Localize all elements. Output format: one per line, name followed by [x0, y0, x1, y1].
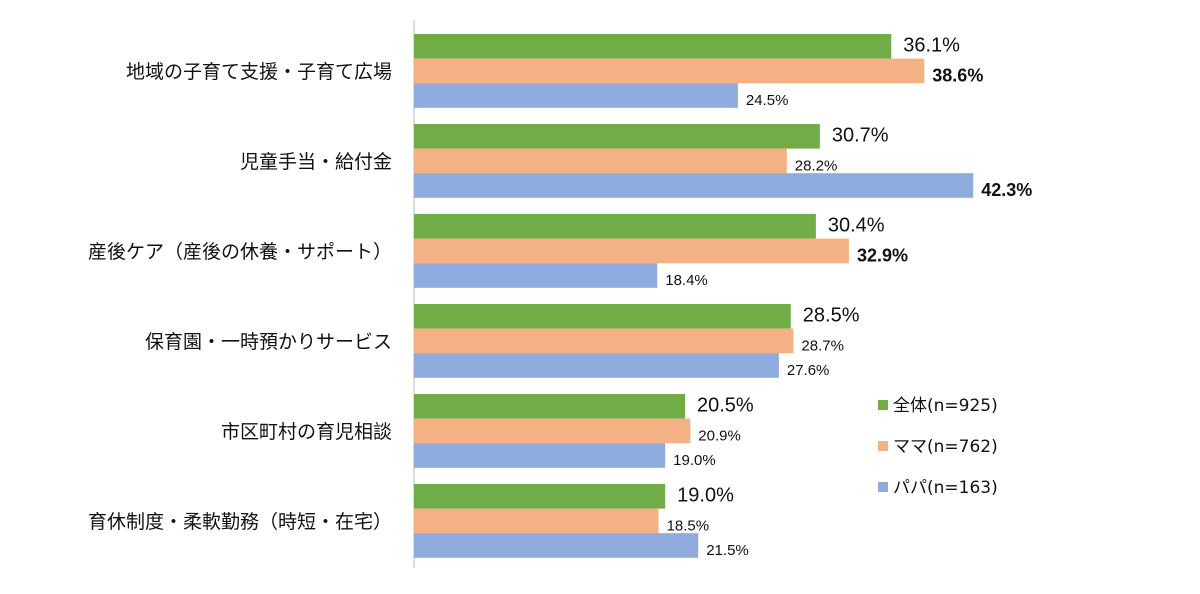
- data-label: 21.5%: [706, 542, 749, 559]
- bar: [414, 58, 925, 84]
- bar: [414, 443, 666, 468]
- data-label: 18.4%: [665, 272, 708, 289]
- data-label: 24.5%: [746, 92, 789, 109]
- data-label: 28.5%: [803, 305, 860, 327]
- data-label: 20.5%: [697, 395, 754, 417]
- data-label: 28.7%: [801, 337, 844, 354]
- bar: [414, 484, 666, 509]
- bar: [414, 508, 659, 534]
- bar: [414, 173, 974, 198]
- category-label: 市区町村の育児相談: [221, 421, 392, 443]
- category-label: 育休制度・柔軟勤務（時短・在宅）: [88, 511, 392, 533]
- data-label: 27.6%: [787, 362, 830, 379]
- category-label: 児童手当・給付金: [240, 151, 392, 173]
- category-label: 保育園・一時預かりサービス: [145, 331, 392, 353]
- data-label: 38.6%: [932, 65, 983, 85]
- data-label: 30.7%: [832, 125, 889, 147]
- bar: [414, 304, 791, 329]
- category-label: 地域の子育て支援・子育て広場: [126, 61, 392, 83]
- legend-label: 全体(n=925): [893, 396, 998, 416]
- legend-swatch: [878, 482, 888, 492]
- data-label: 19.0%: [673, 452, 716, 469]
- data-label: 28.2%: [795, 157, 838, 174]
- bar: [414, 214, 816, 239]
- category-label: 産後ケア（産後の休養・サポート）: [88, 241, 392, 263]
- bar: [414, 353, 779, 378]
- data-label: 30.4%: [828, 215, 885, 237]
- data-label: 32.9%: [857, 245, 908, 265]
- data-label: 20.9%: [698, 427, 741, 444]
- bar: [414, 124, 820, 149]
- legend-label: パパ(n=163): [893, 478, 998, 498]
- bar: [414, 328, 794, 354]
- legend-swatch: [878, 441, 888, 451]
- data-label: 36.1%: [903, 35, 960, 57]
- bar: [414, 148, 787, 174]
- bar: [414, 238, 849, 264]
- bar: [414, 83, 738, 108]
- legend-swatch: [878, 400, 888, 410]
- bar: [414, 394, 686, 419]
- data-label: 18.5%: [667, 517, 710, 534]
- bar: [414, 533, 699, 558]
- bar: [414, 263, 658, 288]
- legend-label: ママ(n=762): [893, 437, 998, 457]
- data-label: 19.0%: [677, 485, 734, 507]
- data-label: 42.3%: [981, 180, 1032, 200]
- bar: [414, 34, 892, 59]
- bar: [414, 418, 691, 444]
